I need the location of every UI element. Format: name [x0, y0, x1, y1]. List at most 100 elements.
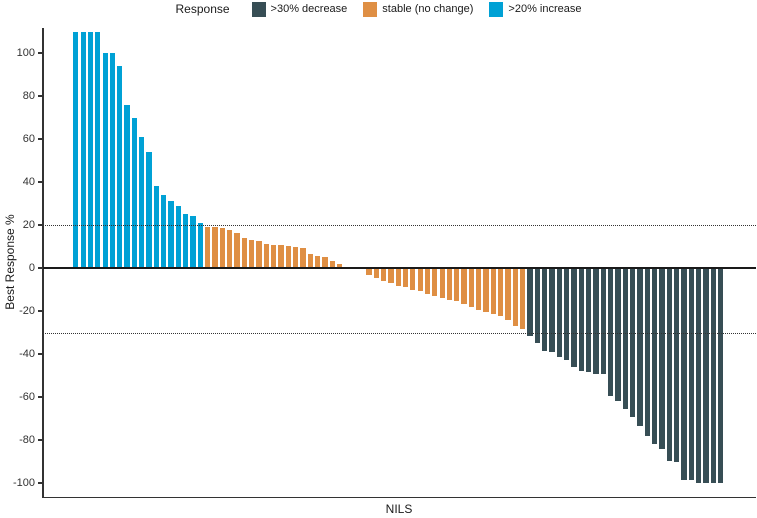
bar — [292, 246, 299, 268]
bar — [161, 194, 167, 268]
legend-item-stable: stable (no change) — [363, 2, 473, 17]
y-tick-0 — [37, 267, 42, 269]
bar — [380, 268, 387, 281]
bar — [300, 248, 306, 268]
bar — [146, 151, 152, 268]
bar — [534, 268, 541, 344]
bar — [131, 117, 138, 268]
bar — [139, 136, 145, 268]
bar — [212, 227, 218, 268]
y-tick-label-20: 20 — [22, 218, 35, 231]
bar — [256, 240, 262, 268]
bar — [703, 268, 709, 483]
bar — [710, 268, 716, 483]
legend-item-increase: >20% increase — [489, 2, 582, 17]
zero-baseline — [43, 267, 756, 269]
bar — [183, 214, 189, 268]
bar — [417, 268, 423, 292]
bar — [263, 244, 269, 268]
bar — [556, 268, 562, 358]
bar — [95, 31, 101, 268]
bar — [600, 268, 606, 374]
bar — [205, 227, 211, 268]
bar — [512, 268, 519, 326]
bar — [153, 186, 160, 268]
y-tick-label--80: -80 — [19, 433, 35, 446]
bar — [629, 268, 636, 418]
bar — [336, 263, 343, 268]
bar — [468, 268, 475, 307]
y-tick--60 — [37, 396, 42, 398]
bar — [615, 268, 621, 401]
bar — [586, 268, 592, 373]
y-tick-label--20: -20 — [19, 304, 35, 317]
bar — [278, 245, 284, 268]
bar — [571, 268, 577, 368]
bar — [483, 268, 489, 313]
y-tick-100 — [37, 52, 42, 54]
bar — [454, 268, 460, 302]
bar — [644, 268, 650, 436]
bar — [249, 240, 255, 268]
y-axis-line — [42, 28, 44, 497]
bar — [73, 31, 79, 268]
bar — [271, 244, 277, 268]
bar — [490, 268, 497, 314]
y-tick--80 — [37, 439, 42, 441]
bar — [168, 201, 174, 268]
bar — [607, 268, 614, 396]
bar — [234, 232, 240, 268]
bar — [549, 268, 555, 353]
bar — [329, 261, 335, 268]
bar — [461, 268, 467, 304]
y-tick-label-80: 80 — [22, 89, 35, 102]
bar — [681, 268, 687, 480]
bar — [520, 268, 526, 330]
y-tick-60 — [37, 138, 42, 140]
bar — [688, 268, 694, 480]
legend-label-increase: >20% increase — [508, 3, 582, 16]
bar — [314, 255, 321, 268]
bar — [659, 268, 665, 450]
y-tick-40 — [37, 181, 42, 183]
bar — [388, 268, 394, 284]
legend-items: >30% decrease stable (no change) >20% incr… — [251, 2, 582, 17]
bar — [285, 246, 291, 268]
bar — [564, 268, 570, 361]
bar — [87, 31, 94, 268]
y-tick--100 — [37, 482, 42, 484]
bar — [117, 65, 123, 268]
bar — [219, 228, 226, 268]
bar — [542, 268, 548, 351]
x-axis-title: NILS — [385, 502, 413, 516]
legend: Response >30% decrease stable (no change)… — [0, 2, 757, 17]
bar — [717, 268, 724, 483]
y-tick--40 — [37, 353, 42, 355]
bar — [673, 268, 680, 463]
bar — [578, 268, 584, 371]
legend-title: Response — [175, 2, 230, 17]
bar — [80, 31, 86, 268]
y-axis-title: Best Response % — [3, 214, 17, 310]
y-tick-20 — [37, 224, 42, 226]
bar — [476, 268, 482, 310]
reference-line--30 — [43, 332, 756, 334]
legend-swatch-stable — [363, 2, 378, 17]
bar — [190, 216, 196, 268]
bar — [124, 104, 130, 268]
bar — [527, 268, 533, 336]
bar — [322, 257, 328, 268]
bar — [622, 268, 628, 410]
bar — [432, 268, 438, 296]
bar — [307, 254, 313, 268]
bar — [424, 268, 431, 294]
bar — [395, 268, 401, 287]
bar — [695, 268, 702, 483]
bar — [402, 268, 409, 288]
legend-item-decrease: >30% decrease — [251, 2, 347, 17]
y-tick-label-0: 0 — [28, 261, 35, 274]
bar — [241, 237, 247, 268]
bar — [651, 268, 658, 445]
